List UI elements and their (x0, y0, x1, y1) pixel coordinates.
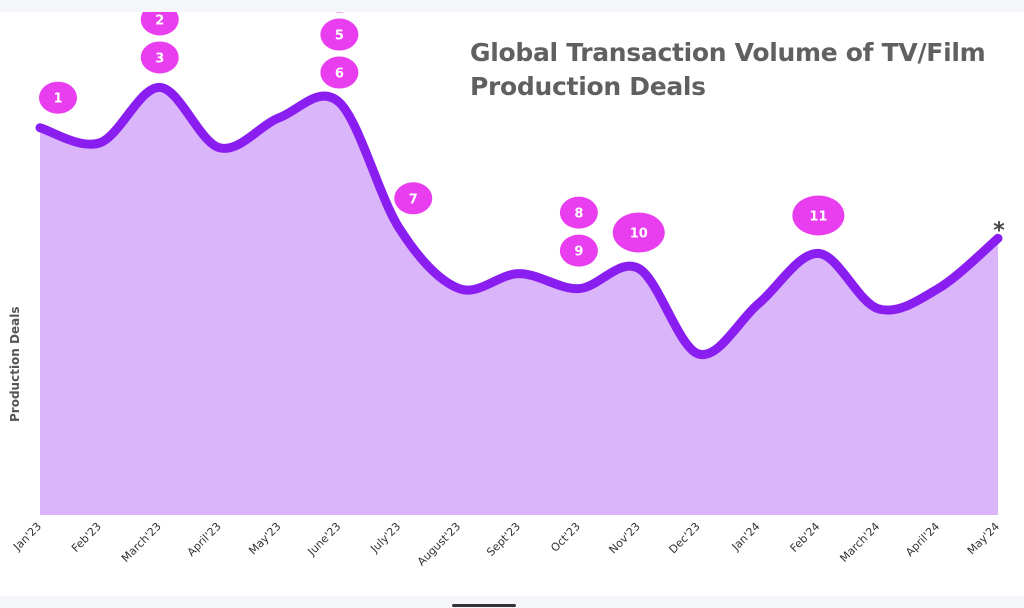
x-tick-label: Feb'24 (787, 520, 822, 555)
area-chart: Jan'23 Feb'23 March'23 April'23 May'23 June'2… (10, 12, 1005, 568)
y-axis-label: Production Deals (8, 306, 22, 422)
annotation-label: 8 (574, 207, 583, 222)
chart-canvas: Jan'23 Feb'23 March'23 April'23 May'23 June'2… (0, 12, 1024, 596)
annotation-bubble (792, 195, 845, 236)
annotation-label: 11 (809, 209, 827, 224)
bottom-handle (452, 604, 516, 607)
annotation-bubble (39, 81, 77, 114)
x-tick-label: April'24 (903, 520, 942, 559)
x-tick-label: Feb'23 (69, 520, 104, 555)
x-tick-label: Sept'23 (484, 520, 523, 559)
annotation-label: 2 (155, 13, 164, 28)
x-tick-label: June'23 (305, 520, 344, 559)
annotation-label: 9 (574, 245, 583, 260)
annotation-label: 10 (630, 227, 648, 242)
annotation-label: 7 (409, 192, 418, 207)
x-tick-label: Oct'23 (548, 520, 583, 555)
x-tick-label: Jan'24 (729, 520, 763, 554)
area-fill (40, 87, 998, 515)
annotation-bubble (612, 212, 665, 253)
x-tick-label: August'23 (415, 520, 463, 568)
annotation-bubble (559, 234, 598, 267)
x-tick-label: April'23 (185, 520, 224, 559)
annotation-bubble (140, 41, 179, 74)
x-tick-label: July'23 (367, 520, 403, 556)
x-tick-label: May'23 (246, 520, 283, 557)
series-line (35, 82, 1003, 359)
annotation-label: 3 (155, 51, 164, 66)
annotation-bubble (559, 196, 598, 229)
end-marker: * (993, 218, 1005, 243)
annotation-bubble (320, 56, 359, 89)
x-tick-label: May'24 (965, 520, 1002, 557)
x-tick-label: Nov'23 (606, 520, 642, 556)
annotation-bubble (394, 182, 433, 215)
x-tick-label: Dec'23 (666, 520, 702, 556)
x-tick-label: March'23 (119, 520, 164, 565)
x-tick-label: March'24 (837, 520, 882, 565)
annotation-bubble (334, 12, 345, 13)
annotation-bubble (320, 18, 359, 51)
x-tick-label: Jan'23 (10, 520, 44, 554)
annotation-label: 6 (335, 67, 344, 82)
annotation-bubble (140, 12, 179, 36)
annotation-label: 1 (53, 92, 62, 107)
chart-title: Global Transaction Volume of TV/Film Pro… (470, 38, 986, 101)
annotation-label: 5 (335, 29, 344, 44)
